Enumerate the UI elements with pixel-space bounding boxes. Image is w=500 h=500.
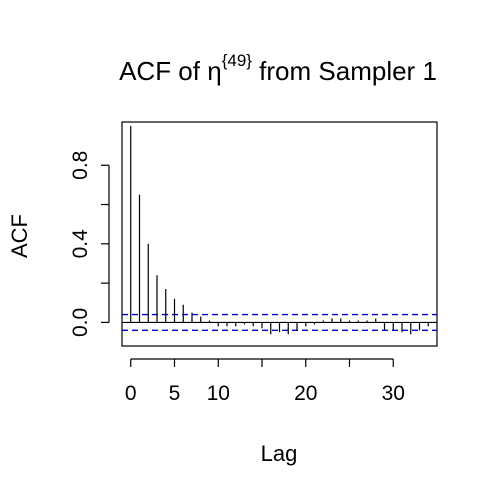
x-tick-label-10: 10 [207,382,230,405]
y-tick-label-0: 0.0 [69,308,92,337]
chart-title-suffix: from Sampler 1 [252,56,437,86]
chart-title-text: ACF of η{49} from Sampler 1 [119,51,437,86]
x-tick-label-0: 0 [125,382,137,405]
chart-title-superscript: {49} [222,51,253,70]
chart-title-symbol: η [207,56,221,86]
chart-title: ACF of η{49} from Sampler 1 [119,51,437,86]
x-axis-title: Lag [261,441,298,466]
y-axis-title: ACF [7,214,32,258]
plot-frame [121,121,438,347]
x-tick-label-20: 20 [294,382,317,405]
x-tick-label-30: 30 [382,382,405,405]
x-tick-label-5: 5 [169,382,181,405]
y-tick-label-0.8: 0.8 [69,151,92,180]
chart-title-prefix: ACF of [119,56,207,86]
plot-area: 0 5 10 20 30 0.0 0.4 0.8 [69,121,438,405]
y-tick-label-0.4: 0.4 [69,229,92,259]
